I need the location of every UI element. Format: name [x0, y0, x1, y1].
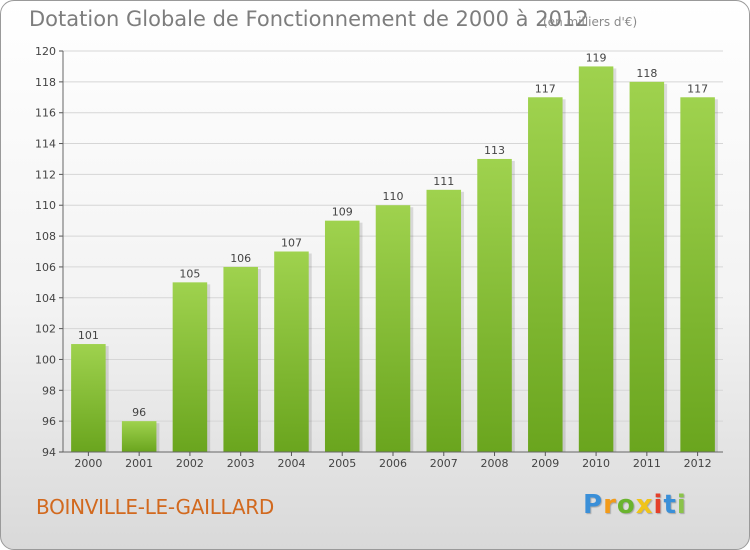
x-tick-label: 2009 [531, 457, 559, 470]
commune-name: BOINVILLE-LE-GAILLARD [36, 495, 274, 519]
data-label: 117 [535, 82, 556, 95]
data-label: 107 [281, 237, 302, 250]
x-axis: 2000 2001 2002 2003 2004 2005 2006 2007 2008 2009… [63, 451, 723, 470]
chart-title: Dotation Globale de Fonctionnement de 20… [29, 7, 589, 31]
bar [629, 81, 665, 452]
data-label: 106 [230, 252, 251, 265]
logo-letter: x [635, 490, 654, 520]
y-tick-label: 94 [42, 446, 56, 459]
bar [274, 251, 309, 452]
bars [71, 66, 718, 453]
data-label: 117 [687, 82, 708, 95]
x-tick-label: 2001 [125, 457, 153, 470]
data-label: 118 [636, 67, 657, 80]
logo-letter: i [653, 490, 664, 520]
data-label: 110 [383, 190, 404, 203]
bar [121, 421, 157, 452]
bar [71, 344, 106, 452]
bar [223, 266, 258, 452]
y-tick-label: 102 [35, 323, 56, 336]
x-tick-label: 2003 [227, 457, 255, 470]
chart-subtitle: (en milliers d'€) [543, 15, 638, 29]
x-tick-label: 2010 [582, 457, 610, 470]
logo-letter: r [603, 490, 617, 520]
y-tick-label: 100 [35, 353, 56, 366]
bar [680, 97, 715, 453]
bar [375, 205, 411, 452]
y-tick-label: 118 [35, 76, 56, 89]
y-tick-label: 96 [42, 415, 56, 428]
data-label: 109 [332, 206, 353, 219]
data-label: 119 [586, 51, 607, 64]
y-tick-label: 98 [42, 384, 56, 397]
y-tick-label: 116 [35, 107, 56, 120]
y-tick-label: 112 [35, 168, 56, 181]
x-tick-label: 2005 [328, 457, 356, 470]
bar [324, 220, 360, 452]
logo-letter: P [583, 490, 604, 520]
x-tick-label: 2011 [633, 457, 661, 470]
x-tick-label: 2000 [74, 457, 102, 470]
x-tick-label: 2004 [277, 457, 305, 470]
y-tick-label: 120 [35, 45, 56, 58]
data-label: 101 [78, 329, 99, 342]
bar [528, 97, 563, 453]
x-tick-label: 2002 [176, 457, 204, 470]
y-tick-label: 108 [35, 230, 56, 243]
proxiti-logo: Proxiti [583, 490, 687, 520]
logo-letter: i [676, 490, 687, 520]
x-tick-label: 2007 [430, 457, 458, 470]
y-tick-label: 110 [35, 199, 56, 212]
x-tick-label: 2006 [379, 457, 407, 470]
bar [578, 66, 614, 452]
bar [426, 189, 462, 453]
logo-letter: t [663, 490, 677, 520]
logo-letter: o [616, 490, 636, 520]
x-tick-label: 2008 [481, 457, 509, 470]
y-axis: 94 96 98 100 102 104 106 108 110 112 114 116 118 120 [35, 45, 64, 459]
bar [477, 158, 512, 452]
y-tick-label: 106 [35, 261, 56, 274]
y-tick-label: 104 [35, 292, 56, 305]
y-tick-label: 114 [35, 138, 56, 151]
data-label: 111 [433, 175, 454, 188]
x-tick-label: 2012 [684, 457, 712, 470]
bar [172, 282, 208, 452]
data-label: 113 [484, 144, 505, 157]
data-label: 105 [179, 267, 200, 280]
data-labels: 101 96 105 106 107 109 110 111 113 117 119 118 117 [78, 51, 708, 419]
data-label: 96 [132, 406, 146, 419]
